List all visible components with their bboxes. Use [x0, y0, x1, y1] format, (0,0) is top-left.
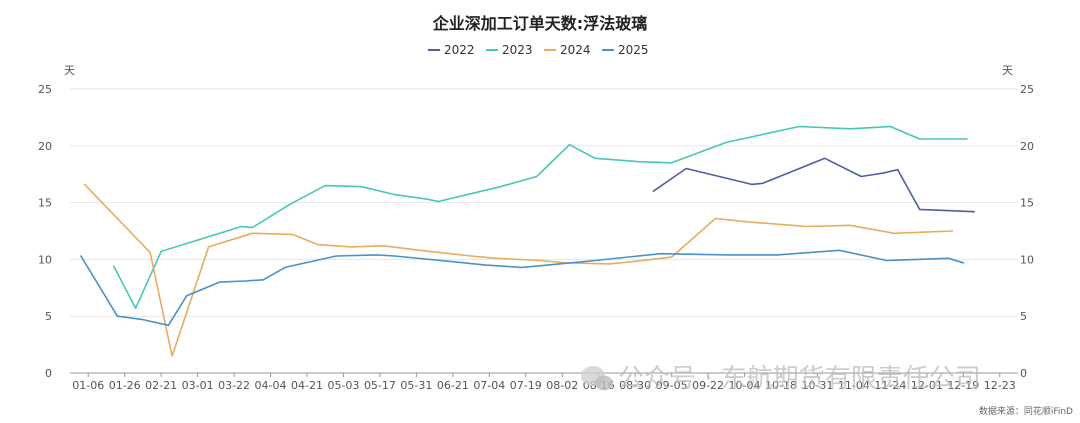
series-line-2023	[113, 125, 968, 309]
x-tick-label: 08-02	[546, 379, 578, 392]
x-tick-label: 04-04	[255, 379, 287, 392]
gridlines	[70, 88, 1018, 374]
right-axis-unit: 天	[1002, 64, 1013, 77]
y-axis-left: 0 5 10 15 20 25	[38, 83, 52, 380]
x-tick-label: 04-21	[291, 379, 323, 392]
x-tick-label: 05-31	[400, 379, 432, 392]
x-tick-label: 01-06	[72, 379, 104, 392]
y-tick-label-left: 5	[45, 310, 52, 323]
chart-title: 企业深加工订单天数:浮法玻璃	[432, 14, 647, 33]
y-tick-label-left: 25	[38, 83, 52, 96]
x-axis: 01-06 01-26 02-21 03-01 03-22 04-04 04-21 05-03…	[72, 373, 1016, 392]
x-tick-label: 06-21	[437, 379, 469, 392]
series-line-2022	[652, 157, 975, 213]
x-tick-label: 10-04	[729, 379, 761, 392]
x-tick-label: 07-04	[473, 379, 505, 392]
x-tick-label: 02-21	[145, 379, 177, 392]
series-line-2024	[83, 183, 954, 357]
x-tick-label: 11-24	[874, 379, 906, 392]
y-tick-label-right: 10	[1020, 253, 1034, 266]
y-tick-label-right: 0	[1020, 367, 1027, 380]
watermark-text: 公众号 · 东航期货有限责任公司	[618, 364, 981, 394]
y-tick-label-right: 5	[1020, 310, 1027, 323]
x-tick-label: 05-17	[364, 379, 396, 392]
y-tick-label-left: 20	[38, 140, 52, 153]
y-tick-label-left: 15	[38, 197, 52, 210]
legend-label-2024: 2024	[560, 43, 591, 57]
x-tick-label: 09-22	[692, 379, 724, 392]
legend: 2022 2023 2024 2025	[428, 43, 649, 57]
x-tick-label: 12-19	[947, 379, 979, 392]
data-source: 数据来源：同花顺iFinD	[979, 405, 1073, 417]
watermark: 公众号 · 东航期货有限责任公司	[581, 364, 981, 394]
y-tick-label-right: 20	[1020, 140, 1034, 153]
x-tick-label: 03-22	[218, 379, 250, 392]
legend-label-2022: 2022	[444, 43, 475, 57]
y-tick-label-right: 25	[1020, 83, 1034, 96]
y-tick-label-right: 15	[1020, 197, 1034, 210]
x-tick-label: 05-03	[327, 379, 359, 392]
x-tick-label: 07-19	[510, 379, 542, 392]
series-line-2025	[80, 249, 965, 327]
x-tick-label: 09-05	[656, 379, 688, 392]
x-tick-label: 10-18	[765, 379, 797, 392]
legend-label-2025: 2025	[618, 43, 649, 57]
y-tick-label-left: 0	[45, 367, 52, 380]
legend-label-2023: 2023	[502, 43, 533, 57]
x-tick-label: 08-30	[619, 379, 651, 392]
y-tick-label-left: 10	[38, 253, 52, 266]
x-tick-label: 11-04	[838, 379, 870, 392]
x-tick-label: 01-26	[109, 379, 141, 392]
x-tick-label: 12-23	[984, 379, 1016, 392]
left-axis-unit: 天	[64, 64, 75, 77]
wechat-icon	[581, 366, 613, 391]
x-tick-label: 12-01	[911, 379, 943, 392]
x-tick-label: 03-01	[182, 379, 214, 392]
y-axis-right: 0 5 10 15 20 25	[1020, 83, 1034, 380]
series-lines	[80, 125, 975, 357]
x-tick-label: 10-31	[801, 379, 833, 392]
